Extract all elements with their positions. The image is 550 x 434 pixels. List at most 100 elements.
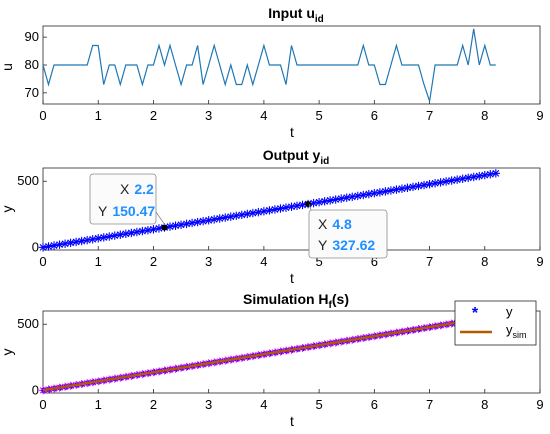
data-point-marker: [82, 235, 92, 245]
input-y-label: u: [0, 63, 15, 71]
data-point-marker: [287, 202, 296, 211]
data-point-marker: [71, 237, 81, 247]
data-point-marker: [452, 175, 462, 184]
data-point-marker: [198, 216, 208, 226]
x-tick-label: 0: [39, 254, 46, 269]
datatip-2-x-row: X 4.8: [318, 216, 352, 232]
simulation-subplot: Simulation Hf(s) 0 500 0 1 2 3 4 5 6 7 8 9 t y * y…: [0, 291, 544, 429]
data-point-marker: [60, 239, 70, 248]
input-plot-area: [42, 25, 541, 105]
x-tick-label: 6: [371, 108, 378, 123]
data-point-marker: [342, 193, 351, 202]
x-tick-label: 5: [315, 254, 322, 269]
data-point-marker: [176, 220, 186, 229]
data-point-marker: [331, 195, 340, 204]
data-point-marker: [386, 186, 396, 195]
data-point-marker: [364, 189, 374, 199]
simulation-title: Simulation Hf(s): [243, 291, 349, 311]
datatip-marker[interactable]: [305, 201, 312, 208]
data-point-marker: [182, 219, 191, 229]
input-title: Input uid: [268, 5, 324, 25]
data-point-marker: [381, 187, 390, 196]
data-point-marker: [441, 177, 451, 186]
data-point-marker: [276, 204, 285, 213]
x-tick-label: 7: [426, 397, 433, 412]
data-point-marker: [281, 203, 291, 212]
output-y-label: y: [0, 206, 15, 213]
datatip-2[interactable]: X 4.8 Y 327.62: [308, 203, 388, 259]
output-subplot: Output yid 0 500 0 1 2 3 4 5 6 7 8 9 t y X 2.2 Y 150…: [0, 147, 544, 286]
data-point-marker: [370, 188, 379, 198]
x-tick-label: 1: [95, 397, 102, 412]
data-point-marker: [105, 232, 114, 241]
data-point-marker: [419, 180, 429, 190]
datatip-2-box: [308, 209, 388, 259]
x-tick-label: 6: [371, 397, 378, 412]
legend-box: [454, 300, 537, 346]
data-point-marker: [469, 172, 478, 182]
data-point-marker: [259, 207, 269, 216]
data-point-marker: [209, 215, 219, 224]
data-point-marker: [325, 196, 335, 205]
x-tick-label: 0: [39, 397, 46, 412]
simulation-x-label: t: [290, 413, 294, 429]
data-point-marker: [408, 182, 418, 192]
simulation-series-line: [42, 321, 458, 392]
x-tick-label: 2: [150, 108, 157, 123]
data-point-marker: [116, 230, 125, 239]
data-point-marker: [397, 184, 407, 193]
data-point-marker: [121, 229, 131, 239]
data-point-marker: [88, 235, 97, 244]
datatip-2-y-row: Y 327.62: [318, 237, 375, 253]
datatip-1[interactable]: X 2.2 Y 150.47: [89, 173, 166, 226]
output-x-label: t: [290, 270, 294, 286]
legend-asterisk-icon: *: [472, 305, 479, 322]
data-point-marker: [430, 179, 440, 188]
data-point-marker: [320, 197, 329, 206]
data-point-marker: [171, 221, 180, 230]
x-tick-label: 1: [95, 108, 102, 123]
data-point-marker: [226, 212, 235, 221]
simulation-legend[interactable]: * y ysim: [454, 300, 537, 346]
input-series-line: [42, 28, 496, 102]
data-point-marker: [110, 231, 119, 240]
y-tick-label: 90: [25, 29, 39, 44]
simulation-y-label: y: [0, 349, 15, 356]
data-point-marker: [292, 201, 302, 211]
data-point-marker: [337, 194, 346, 203]
data-point-marker: [215, 214, 224, 223]
y-tick-label: 0: [32, 239, 39, 254]
data-point-marker: [237, 210, 246, 220]
data-point-marker: [425, 179, 434, 189]
data-point-marker: [193, 217, 202, 227]
data-point-marker: [187, 218, 197, 228]
x-tick-label: 8: [481, 254, 488, 269]
data-point-marker: [270, 205, 280, 214]
input-subplot: Input uid 70 80 90 0 1 2 3 4 5 6 7 8 9 t u: [0, 5, 544, 140]
x-tick-label: 4: [260, 397, 267, 412]
datatip-marker[interactable]: [161, 224, 168, 231]
data-point-marker: [254, 207, 263, 217]
data-point-marker: [66, 238, 75, 248]
datatip-1-box: [89, 173, 157, 225]
y-tick-label: 500: [17, 173, 39, 188]
x-tick-label: 3: [205, 397, 212, 412]
x-tick-label: 9: [536, 108, 543, 123]
data-point-marker: [447, 176, 456, 185]
data-point-marker: [486, 170, 495, 179]
data-point-marker: [127, 228, 136, 238]
data-point-marker: [149, 225, 158, 234]
data-point-marker: [204, 216, 213, 225]
data-point-marker: [243, 209, 252, 219]
x-tick-label: 8: [481, 397, 488, 412]
data-point-marker: [348, 192, 357, 202]
data-point-marker: [38, 243, 48, 252]
data-point-marker: [491, 169, 501, 178]
x-tick-label: 1: [95, 254, 102, 269]
data-point-marker: [94, 234, 103, 243]
data-point-marker: [248, 208, 258, 218]
x-tick-label: 2: [150, 397, 157, 412]
datatip-1-x-row: X 2.2: [120, 181, 154, 197]
data-point-marker: [99, 233, 108, 242]
